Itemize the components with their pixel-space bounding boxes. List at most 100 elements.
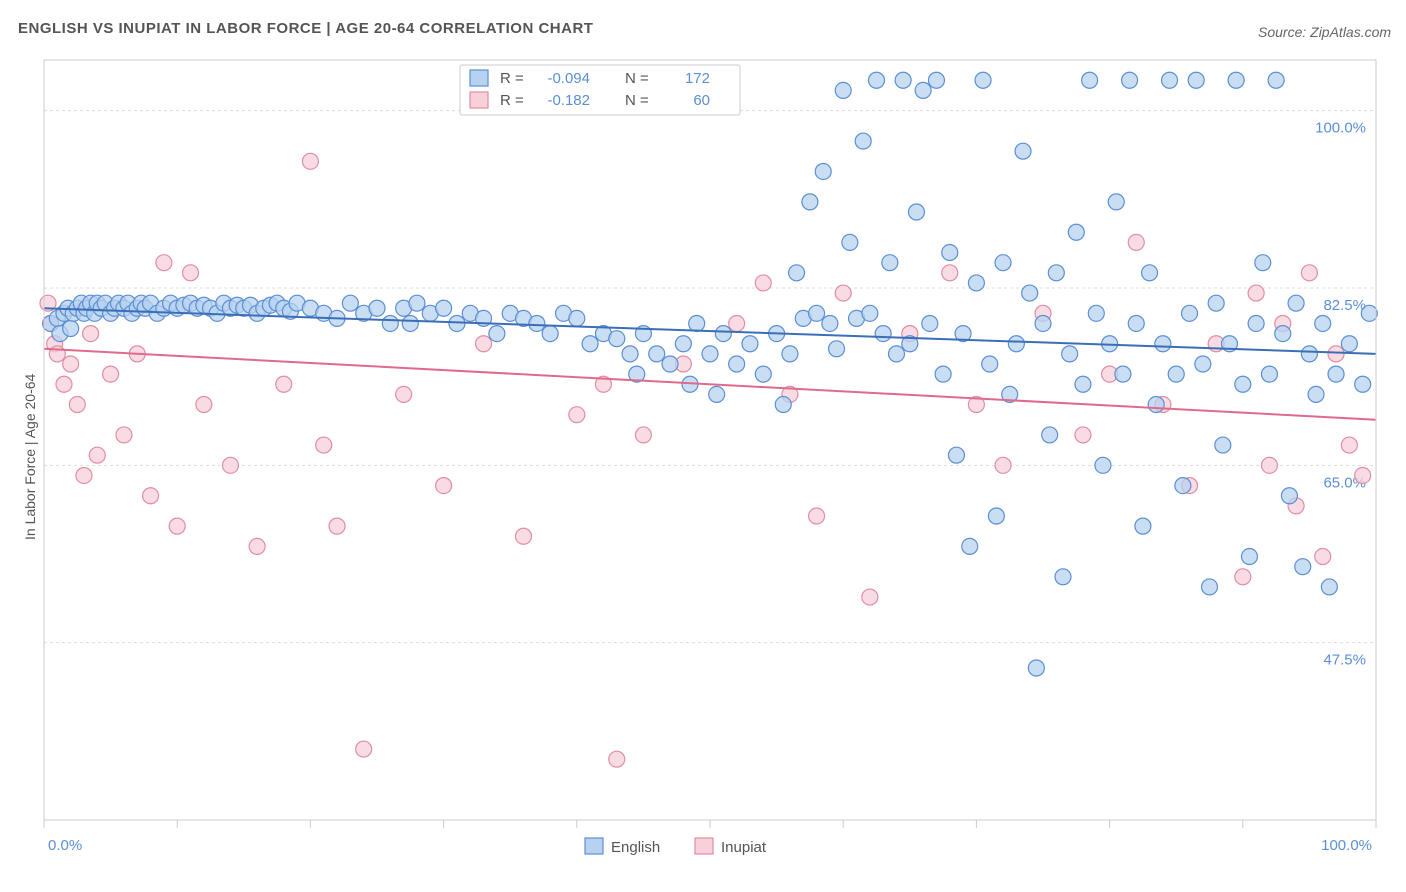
inupiat-point xyxy=(83,326,99,342)
english-point xyxy=(988,508,1004,524)
inupiat-point xyxy=(169,518,185,534)
english-point xyxy=(802,194,818,210)
inupiat-point xyxy=(835,285,851,301)
english-point xyxy=(409,295,425,311)
inupiat-point xyxy=(1128,234,1144,250)
inupiat-point xyxy=(729,315,745,331)
inupiat-point xyxy=(1235,569,1251,585)
inupiat-point xyxy=(755,275,771,291)
english-point xyxy=(382,315,398,331)
english-point xyxy=(908,204,924,220)
english-point xyxy=(662,356,678,372)
english-point xyxy=(915,82,931,98)
english-point xyxy=(789,265,805,281)
english-point xyxy=(755,366,771,382)
english-point xyxy=(809,305,825,321)
english-point xyxy=(1122,72,1138,88)
english-point xyxy=(1208,295,1224,311)
inupiat-point xyxy=(63,356,79,372)
inupiat-point xyxy=(316,437,332,453)
english-point xyxy=(1301,346,1317,362)
inupiat-point xyxy=(635,427,651,443)
inupiat-point xyxy=(1248,285,1264,301)
inupiat-point xyxy=(1261,457,1277,473)
inupiat-point xyxy=(156,255,172,271)
english-point xyxy=(489,326,505,342)
english-point xyxy=(342,295,358,311)
english-point xyxy=(402,315,418,331)
english-point xyxy=(1108,194,1124,210)
inupiat-point xyxy=(516,528,532,544)
legend-r-value: -0.094 xyxy=(547,70,590,87)
english-point xyxy=(1142,265,1158,281)
english-point xyxy=(855,133,871,149)
xlegend-label-inupiat: Inupiat xyxy=(721,839,767,856)
english-point xyxy=(1048,265,1064,281)
xlegend-swatch-inupiat xyxy=(695,838,713,854)
y-tick-label: 100.0% xyxy=(1315,120,1366,137)
english-point xyxy=(1015,143,1031,159)
english-point xyxy=(935,366,951,382)
english-point xyxy=(1215,437,1231,453)
english-point xyxy=(948,447,964,463)
inupiat-point xyxy=(609,751,625,767)
english-point xyxy=(702,346,718,362)
inupiat-point xyxy=(116,427,132,443)
english-point xyxy=(928,72,944,88)
legend-r-label: R = xyxy=(500,70,524,87)
english-point xyxy=(1055,569,1071,585)
inupiat-point xyxy=(1315,549,1331,565)
inupiat-point xyxy=(396,386,412,402)
english-point xyxy=(1008,336,1024,352)
legend-n-value: 172 xyxy=(685,70,710,87)
inupiat-point xyxy=(249,538,265,554)
inupiat-point xyxy=(183,265,199,281)
english-point xyxy=(869,72,885,88)
english-point xyxy=(1288,295,1304,311)
english-point xyxy=(1255,255,1271,271)
legend-n-value: 60 xyxy=(693,92,710,109)
english-point xyxy=(436,300,452,316)
inupiat-point xyxy=(89,447,105,463)
english-point xyxy=(1268,72,1284,88)
english-point xyxy=(822,315,838,331)
english-point xyxy=(1082,72,1098,88)
english-point xyxy=(729,356,745,372)
english-point xyxy=(1248,315,1264,331)
inupiat-point xyxy=(329,518,345,534)
english-point xyxy=(1281,488,1297,504)
inupiat-point xyxy=(276,376,292,392)
english-point xyxy=(1182,305,1198,321)
english-point xyxy=(1095,457,1111,473)
english-point xyxy=(775,397,791,413)
english-point xyxy=(529,315,545,331)
inupiat-point xyxy=(302,153,318,169)
english-point xyxy=(1135,518,1151,534)
inupiat-point xyxy=(1328,346,1344,362)
english-point xyxy=(1148,397,1164,413)
english-point xyxy=(962,538,978,554)
x-tick-label-left: 0.0% xyxy=(48,837,82,854)
english-point xyxy=(1155,336,1171,352)
english-point xyxy=(1321,579,1337,595)
english-point xyxy=(875,326,891,342)
english-point xyxy=(862,305,878,321)
x-tick-label-right: 100.0% xyxy=(1321,837,1372,854)
y-tick-label: 47.5% xyxy=(1323,652,1366,669)
english-point xyxy=(1042,427,1058,443)
english-point xyxy=(709,386,725,402)
english-point xyxy=(835,82,851,98)
inupiat-point xyxy=(143,488,159,504)
inupiat-point xyxy=(995,457,1011,473)
english-point xyxy=(742,336,758,352)
english-point xyxy=(1168,366,1184,382)
english-point xyxy=(1261,366,1277,382)
english-point xyxy=(1328,366,1344,382)
english-point xyxy=(1028,660,1044,676)
xlegend-label-english: English xyxy=(611,839,660,856)
english-point xyxy=(1162,72,1178,88)
english-point xyxy=(542,326,558,342)
inupiat-point xyxy=(69,397,85,413)
english-point xyxy=(1235,376,1251,392)
inupiat-point xyxy=(222,457,238,473)
